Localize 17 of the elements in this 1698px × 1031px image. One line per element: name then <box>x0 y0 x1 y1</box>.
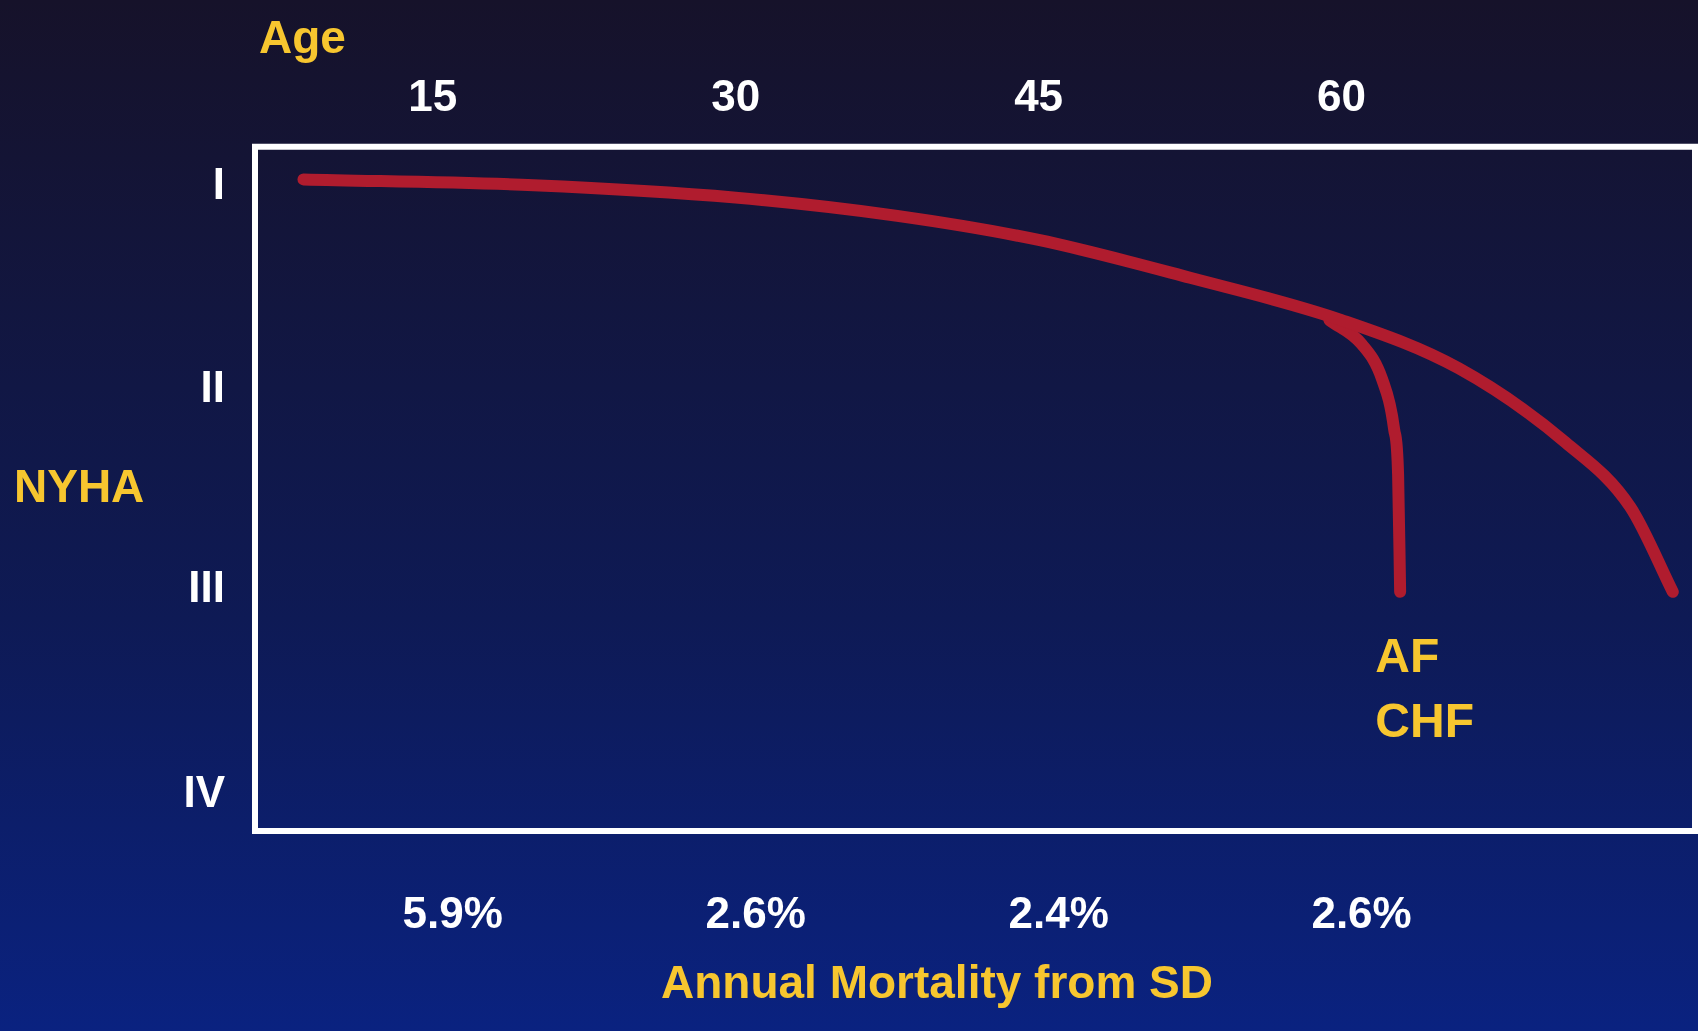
text: 2.6% <box>1311 888 1412 938</box>
text: IV <box>183 766 226 816</box>
annotation: AF <box>1375 628 1440 682</box>
text: 5.9% <box>402 888 503 938</box>
x-tick-label: 15 <box>408 70 458 120</box>
x-tick-label: 30 <box>711 70 761 120</box>
y-axis-title: NYHA <box>14 459 145 512</box>
text: 2.6% <box>705 888 806 938</box>
text: I <box>212 159 225 209</box>
x-tick-label: 60 <box>1317 70 1367 120</box>
x-tick-label: 45 <box>1014 70 1064 120</box>
text: III <box>188 562 225 612</box>
text: II <box>200 361 225 411</box>
text: Annual Mortality from SD <box>660 955 1214 1008</box>
annotation: CHF <box>1375 693 1474 747</box>
text: 2.4% <box>1008 888 1109 938</box>
x-axis-title: Age <box>259 10 346 63</box>
